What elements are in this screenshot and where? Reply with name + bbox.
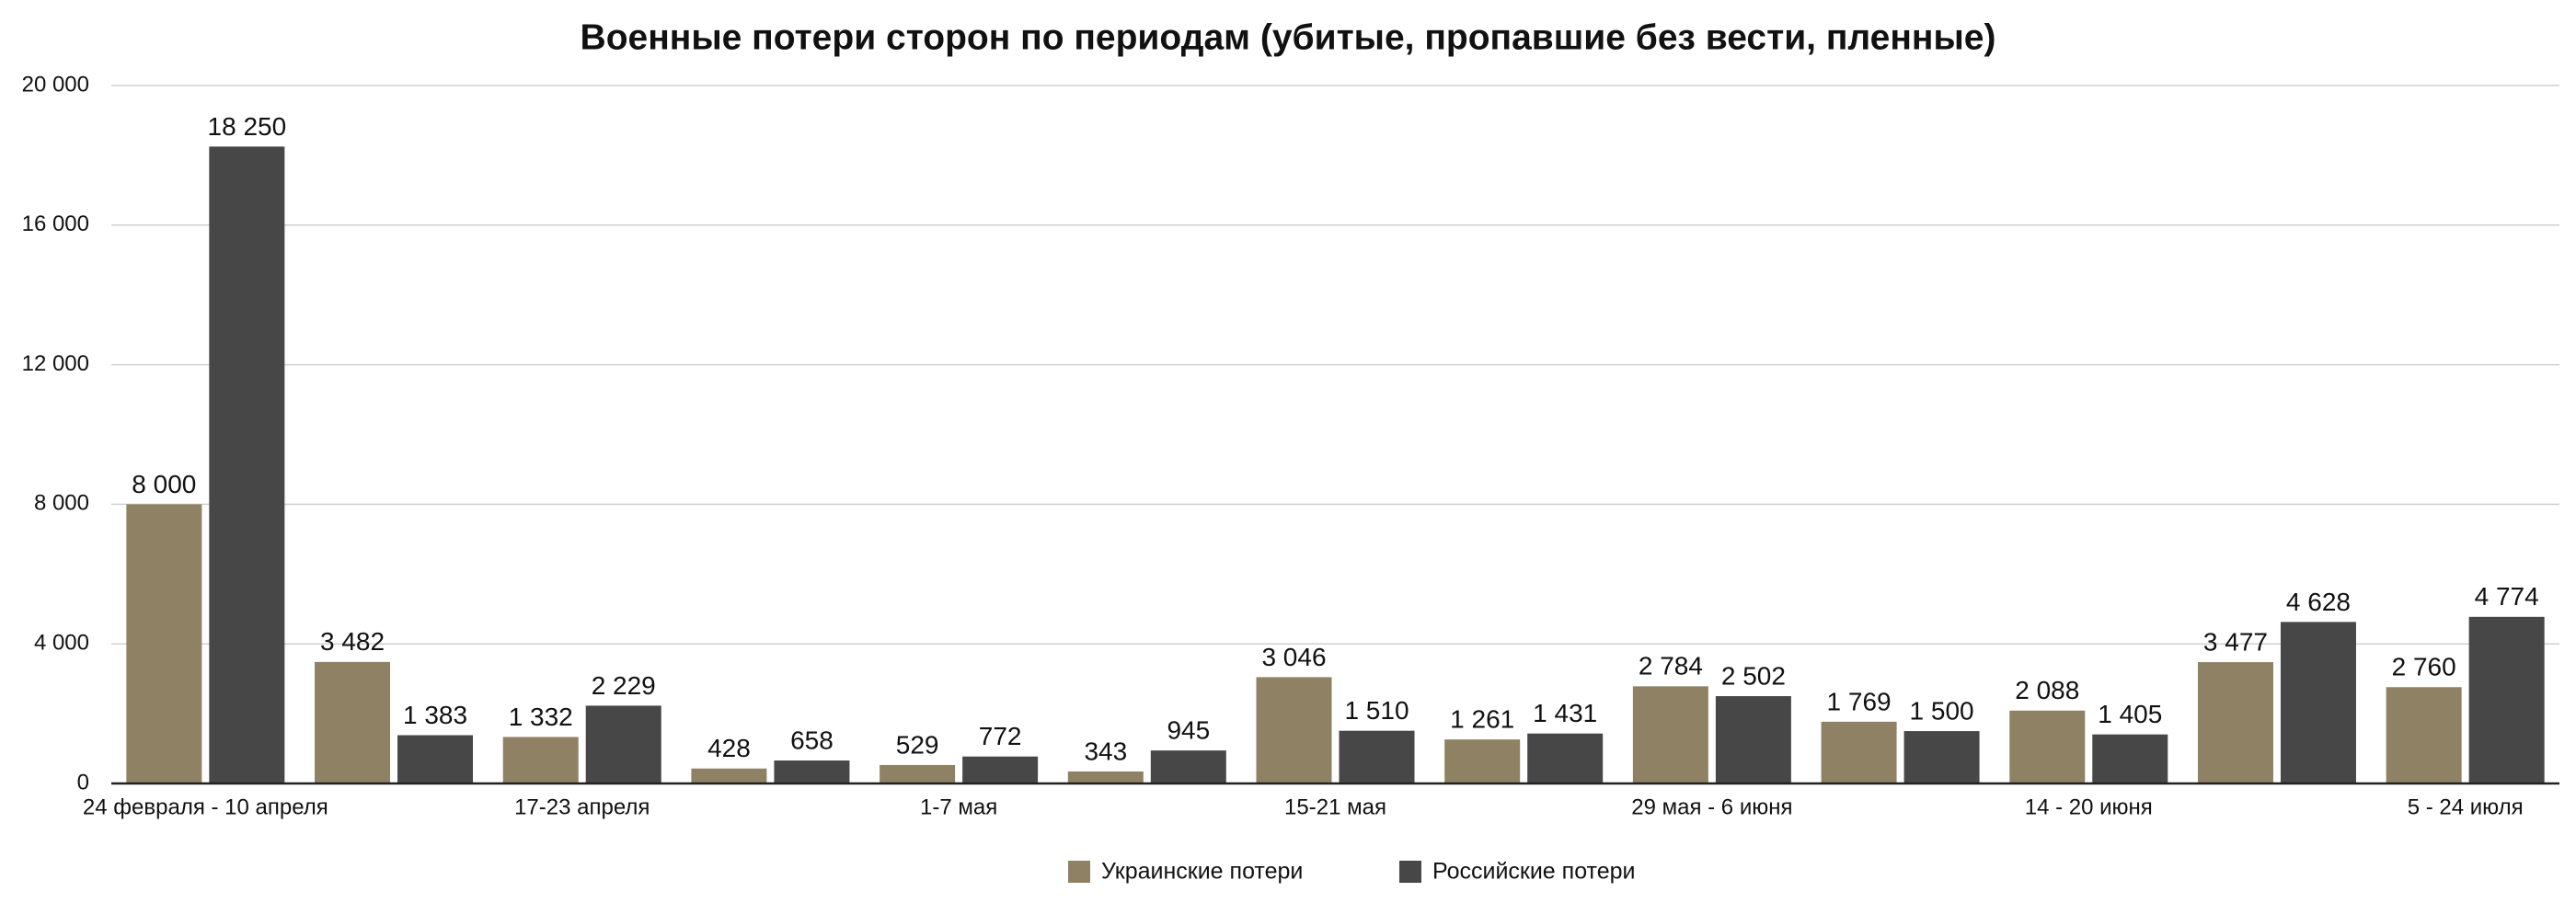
- bar: [1256, 677, 1332, 783]
- bar: [2197, 662, 2273, 783]
- value-label: 2 502: [1721, 661, 1786, 690]
- legend-label: Российские потери: [1432, 859, 1636, 885]
- value-label: 3 482: [320, 627, 385, 656]
- value-label: 2 088: [2015, 676, 2079, 704]
- value-label: 3 477: [2203, 627, 2268, 656]
- bar: [1632, 686, 1708, 783]
- bar: [2280, 622, 2356, 783]
- value-label: 658: [790, 726, 834, 754]
- bar: [209, 146, 285, 784]
- bar: [126, 504, 202, 783]
- bar: [2092, 734, 2168, 783]
- bar: [691, 768, 767, 783]
- value-label: 1 383: [403, 701, 467, 729]
- bar: [1150, 750, 1226, 783]
- bar: [774, 760, 850, 783]
- value-label: 428: [707, 734, 751, 762]
- value-label: 1 405: [2098, 700, 2162, 728]
- value-label: 4 628: [2286, 588, 2351, 616]
- value-label: 772: [979, 722, 1022, 750]
- value-label: 3 046: [1261, 643, 1326, 671]
- x-tick-label: 5 - 24 июля: [2408, 794, 2524, 819]
- value-label: 1 431: [1533, 699, 1597, 727]
- value-label: 945: [1167, 716, 1210, 745]
- y-tick-label: 20 000: [22, 72, 89, 97]
- value-label: 4 774: [2475, 582, 2539, 611]
- value-label: 8 000: [132, 470, 196, 498]
- bar: [1821, 721, 1897, 783]
- value-label: 1 769: [1827, 687, 1892, 715]
- x-tick-label: 17-23 апреля: [514, 794, 650, 819]
- y-tick-label: 8 000: [34, 491, 89, 516]
- legend-label: Украинские потери: [1101, 859, 1303, 885]
- value-label: 1 261: [1450, 705, 1514, 734]
- bar: [1444, 739, 1521, 783]
- bar: [2009, 710, 2086, 783]
- bar: [880, 764, 956, 783]
- bar: [1527, 733, 1604, 783]
- value-label: 2 784: [1639, 652, 1703, 680]
- y-tick-label: 4 000: [34, 631, 89, 656]
- bar: [1715, 696, 1791, 783]
- y-tick-label: 0: [77, 770, 89, 794]
- value-label: 1 332: [509, 703, 573, 731]
- value-label: 2 760: [2392, 653, 2456, 681]
- bar: [502, 737, 579, 783]
- value-label: 18 250: [208, 112, 287, 141]
- y-tick-label: 12 000: [22, 351, 89, 376]
- bar: [585, 705, 661, 783]
- legend-swatch: [1068, 861, 1090, 883]
- x-tick-label: 14 - 20 июня: [2025, 794, 2153, 819]
- bar: [962, 756, 1039, 783]
- value-label: 2 229: [592, 671, 656, 700]
- x-tick-label: 24 февраля - 10 апреля: [83, 794, 328, 819]
- value-label: 1 510: [1344, 696, 1409, 725]
- x-tick-label: 1-7 мая: [920, 794, 997, 819]
- chart-title: Военные потери сторон по периодам (убиты…: [581, 17, 1996, 57]
- x-tick-label: 29 мая - 6 июня: [1631, 794, 1792, 819]
- bar: [397, 735, 474, 783]
- bar: [1339, 730, 1415, 783]
- bar: [2468, 616, 2545, 783]
- legend-swatch: [1399, 861, 1421, 883]
- x-tick-label: 15-21 мая: [1284, 794, 1386, 819]
- bar: [315, 661, 391, 783]
- y-tick-label: 16 000: [22, 211, 89, 236]
- value-label: 1 500: [1910, 696, 1974, 725]
- bar: [2386, 687, 2462, 783]
- bar: [1067, 771, 1144, 783]
- value-label: 529: [896, 730, 939, 759]
- bar: [1903, 731, 1980, 783]
- value-label: 343: [1084, 737, 1127, 765]
